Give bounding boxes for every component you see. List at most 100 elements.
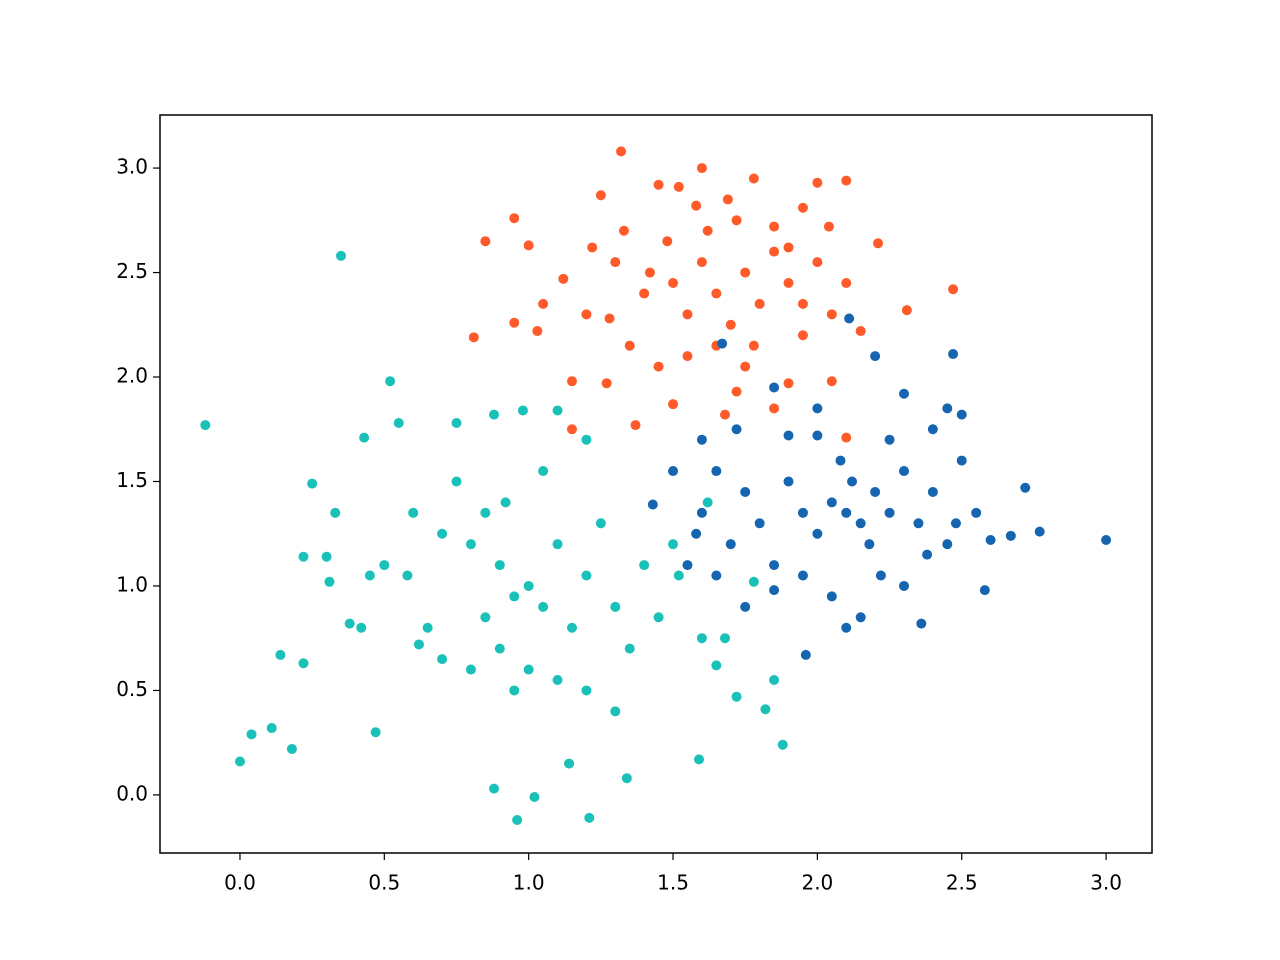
scatter-point bbox=[1101, 534, 1112, 545]
scatter-point bbox=[321, 551, 332, 562]
scatter-point bbox=[644, 267, 655, 278]
scatter-point bbox=[538, 298, 549, 309]
scatter-point bbox=[682, 560, 693, 571]
x-tick-label: 3.0 bbox=[1090, 871, 1122, 895]
scatter-point bbox=[370, 727, 381, 738]
scatter-point bbox=[529, 792, 540, 803]
scatter-point bbox=[494, 643, 505, 654]
scatter-point bbox=[812, 257, 823, 268]
scatter-point bbox=[624, 643, 635, 654]
scatter-point bbox=[783, 242, 794, 253]
plot-frame bbox=[159, 114, 1153, 854]
scatter-point bbox=[552, 405, 563, 416]
scatter-point bbox=[870, 351, 881, 362]
scatter-point bbox=[797, 330, 808, 341]
scatter-point bbox=[797, 202, 808, 213]
x-tick-label: 0.5 bbox=[368, 871, 400, 895]
scatter-point bbox=[717, 338, 728, 349]
scatter-point bbox=[855, 612, 866, 623]
scatter-point bbox=[873, 238, 884, 249]
scatter-point bbox=[639, 288, 650, 299]
scatter-point bbox=[234, 756, 245, 767]
scatter-point bbox=[847, 476, 858, 487]
scatter-point bbox=[823, 221, 834, 232]
scatter-point bbox=[673, 181, 684, 192]
scatter-point bbox=[985, 534, 996, 545]
scatter-point bbox=[364, 570, 375, 581]
scatter-point bbox=[298, 658, 309, 669]
scatter-point bbox=[682, 351, 693, 362]
scatter-point bbox=[826, 376, 837, 387]
scatter-point bbox=[604, 313, 615, 324]
y-tick-label: 1.0 bbox=[116, 572, 148, 596]
scatter-point bbox=[385, 376, 396, 387]
scatter-point bbox=[731, 424, 742, 435]
scatter-point bbox=[971, 507, 982, 518]
plot-marks bbox=[200, 146, 1112, 825]
scatter-point bbox=[855, 326, 866, 337]
scatter-point bbox=[668, 466, 679, 477]
x-tick-label: 1.0 bbox=[513, 871, 545, 895]
scatter-point bbox=[610, 601, 621, 612]
scatter-point bbox=[702, 497, 713, 508]
x-tick-label: 2.5 bbox=[946, 871, 978, 895]
scatter-point bbox=[566, 376, 577, 387]
scatter-point bbox=[668, 539, 679, 550]
y-tick-label: 2.0 bbox=[116, 364, 148, 388]
scatter-point bbox=[731, 386, 742, 397]
scatter-point bbox=[720, 633, 731, 644]
scatter-point bbox=[523, 580, 534, 591]
y-tick-label: 0.5 bbox=[116, 677, 148, 701]
scatter-point bbox=[523, 240, 534, 251]
scatter-point bbox=[480, 236, 491, 247]
scatter-point bbox=[841, 622, 852, 633]
y-tick-label: 0.0 bbox=[116, 781, 148, 805]
scatter-point bbox=[812, 403, 823, 414]
scatter-point bbox=[725, 319, 736, 330]
scatter-point bbox=[639, 560, 650, 571]
scatter-point bbox=[344, 618, 355, 629]
scatter-point bbox=[509, 685, 520, 696]
scatter-point bbox=[682, 309, 693, 320]
x-tick-label: 0.0 bbox=[224, 871, 256, 895]
scatter-point bbox=[769, 585, 780, 596]
scatter-point bbox=[720, 409, 731, 420]
scatter-point bbox=[769, 246, 780, 257]
scatter-point bbox=[748, 340, 759, 351]
scatter-point bbox=[783, 476, 794, 487]
scatter-point bbox=[489, 409, 500, 420]
scatter-point bbox=[841, 175, 852, 186]
scatter-point bbox=[402, 570, 413, 581]
scatter-point bbox=[740, 361, 751, 372]
scatter-point bbox=[408, 507, 419, 518]
scatter-point bbox=[509, 213, 520, 224]
scatter-point bbox=[673, 570, 684, 581]
scatter-point bbox=[653, 361, 664, 372]
scatter-point bbox=[630, 420, 641, 431]
scatter-point bbox=[523, 664, 534, 675]
scatter-point bbox=[841, 507, 852, 518]
scatter-point bbox=[725, 539, 736, 550]
scatter-point bbox=[711, 660, 722, 671]
scatter-point bbox=[538, 601, 549, 612]
scatter-point bbox=[754, 518, 765, 529]
scatter-point bbox=[566, 424, 577, 435]
scatter-point bbox=[711, 570, 722, 581]
scatter-point bbox=[884, 507, 895, 518]
scatter-point bbox=[581, 570, 592, 581]
scatter-point bbox=[595, 518, 606, 529]
scatter-point bbox=[379, 560, 390, 571]
scatter-point bbox=[841, 432, 852, 443]
scatter-point bbox=[500, 497, 511, 508]
scatter-point bbox=[437, 654, 448, 665]
scatter-point bbox=[552, 674, 563, 685]
scatter-point bbox=[422, 622, 433, 633]
scatter-point bbox=[610, 706, 621, 717]
scatter-point bbox=[437, 528, 448, 539]
scatter-point bbox=[870, 486, 881, 497]
scatter-point bbox=[769, 560, 780, 571]
scatter-point bbox=[324, 576, 335, 587]
scatter-point bbox=[587, 242, 598, 253]
scatter-point bbox=[864, 539, 875, 550]
scatter-point bbox=[517, 405, 528, 416]
